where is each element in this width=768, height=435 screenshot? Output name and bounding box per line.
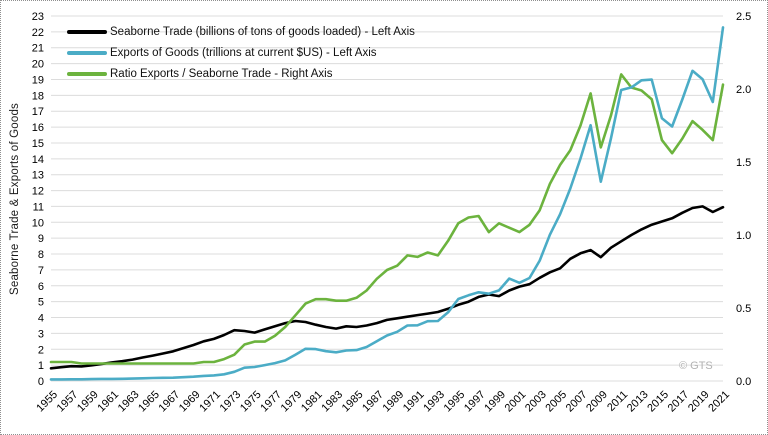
x-tick-label: 1999 [482, 389, 508, 415]
x-tick-label: 2001 [503, 389, 529, 415]
left-axis-tick-label: 15 [32, 138, 44, 150]
left-axis-tick-label: 16 [32, 122, 44, 134]
x-tick-label: 2003 [523, 389, 549, 415]
x-tick-label: 1965 [136, 389, 162, 415]
x-tick-label: 1991 [401, 389, 427, 415]
x-tick-label: 2005 [543, 389, 569, 415]
legend-item-seaborne-trade: Seaborne Trade (billions of tons of good… [67, 25, 415, 39]
series-line-seaborne-trade [49, 205, 725, 370]
left-axis-tick-label: 7 [38, 265, 44, 277]
x-tick-label: 2015 [645, 389, 671, 415]
left-axis-tick-label: 6 [38, 281, 44, 293]
left-axis-tick-label: 1 [38, 360, 44, 372]
left-axis-tick-label: 18 [32, 90, 44, 102]
x-tick-label: 2013 [625, 389, 651, 415]
left-axis-tick-label: 11 [33, 201, 44, 213]
watermark-gts: © GTS [679, 360, 713, 372]
left-axis-tick-label: 19 [32, 74, 44, 86]
legend: Seaborne Trade (billions of tons of good… [67, 25, 415, 81]
left-axis-tick-label: 4 [38, 313, 44, 325]
x-tick-label: 2009 [584, 389, 610, 415]
x-tick-label: 1959 [75, 389, 101, 415]
x-tick-label: 1967 [157, 389, 183, 415]
x-tick-label: 2017 [666, 389, 692, 415]
left-axis-tick-label: 22 [32, 27, 44, 39]
x-tick-label: 1971 [197, 389, 223, 415]
left-axis-tick-label: 14 [32, 154, 44, 166]
x-tick-label: 1973 [218, 389, 244, 415]
x-tick-label: 2007 [564, 389, 590, 415]
left-axis-tick-label: 21 [32, 43, 44, 55]
right-axis-tick-label: 0.5 [736, 303, 751, 315]
x-tick-label: 1985 [340, 389, 366, 415]
left-axis-tick-label: 13 [32, 170, 44, 182]
x-tick-label: 1957 [55, 389, 81, 415]
left-axis-tick-label: 5 [38, 297, 44, 309]
x-tick-label: 1963 [116, 389, 142, 415]
legend-item-exports-of-goods: Exports of Goods (trillions at current $… [67, 46, 415, 60]
x-tick-label: 1961 [95, 389, 121, 415]
right-axis-tick-label: 1.0 [736, 230, 751, 242]
x-tick-label: 1969 [177, 389, 203, 415]
left-axis-tick-label: 3 [38, 328, 44, 340]
left-axis-tick-label: 0 [38, 376, 44, 388]
series-line-exports-of-goods [49, 26, 725, 381]
right-axis-tick-label: 2.0 [736, 84, 751, 96]
left-axis-tick-label: 8 [38, 249, 44, 261]
x-tick-label: 1995 [442, 389, 468, 415]
left-axis-tick-label: 9 [38, 233, 44, 245]
x-tick-label: 1993 [421, 389, 447, 415]
left-axis-tick-label: 23 [32, 11, 44, 23]
legend-label-ratio: Ratio Exports / Seaborne Trade - Right A… [110, 68, 333, 80]
x-tick-label: 1987 [360, 389, 386, 415]
left-axis-tick-label: 20 [32, 59, 44, 71]
x-tick-label: 1955 [34, 389, 60, 415]
right-axis-tick-label: 0.0 [736, 376, 751, 388]
legend-label-exports-of-goods: Exports of Goods (trillions at current $… [110, 47, 377, 59]
right-axis-tick-label: 1.5 [736, 157, 751, 169]
left-axis-tick-label: 10 [32, 217, 44, 229]
left-axis-tick-label: 12 [32, 186, 44, 198]
legend-swatch-ratio [67, 72, 107, 76]
x-tick-label: 2011 [605, 389, 630, 414]
legend-swatch-exports-of-goods [67, 51, 107, 55]
left-axis-tick-label: 2 [38, 344, 44, 356]
x-tick-label: 1977 [258, 389, 284, 415]
x-tick-label: 1983 [319, 389, 345, 415]
x-tick-label: 2021 [706, 389, 732, 415]
x-tick-label: 1981 [299, 389, 325, 415]
x-tick-label: 1997 [462, 389, 488, 415]
x-tick-label: 2019 [686, 389, 712, 415]
x-tick-label: 1989 [381, 389, 407, 415]
x-tick-label: 1975 [238, 389, 264, 415]
y-axis-title: Seaborne Trade & Exports of Goods [9, 103, 21, 295]
x-tick-label: 1979 [279, 389, 305, 415]
legend-swatch-seaborne-trade [67, 30, 107, 34]
legend-item-ratio: Ratio Exports / Seaborne Trade - Right A… [67, 67, 415, 81]
legend-label-seaborne-trade: Seaborne Trade (billions of tons of good… [110, 26, 415, 38]
left-axis-tick-label: 17 [32, 106, 44, 118]
series-line-ratio-exports-seaborne [49, 73, 725, 365]
right-axis-tick-label: 2.5 [736, 11, 751, 23]
